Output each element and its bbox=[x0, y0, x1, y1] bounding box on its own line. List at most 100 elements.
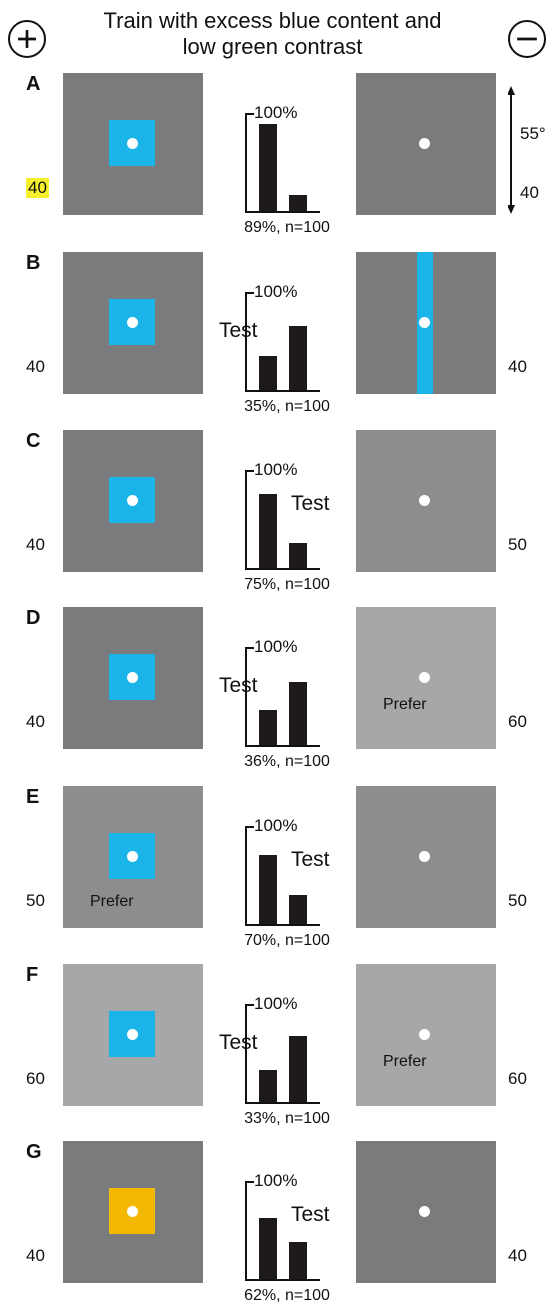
fixation-dot bbox=[127, 317, 138, 328]
figure-title: Train with excess blue content and low g… bbox=[103, 8, 442, 59]
chart-tick-label: 100% bbox=[254, 994, 298, 1013]
prefer-label-right: Prefer bbox=[383, 1053, 427, 1070]
chart-y-axis bbox=[245, 826, 247, 926]
row-label: G bbox=[26, 1141, 42, 1163]
left-stimulus-panel bbox=[63, 964, 203, 1106]
fixation-dot bbox=[419, 317, 430, 328]
right-stimulus-panel bbox=[356, 1141, 496, 1283]
bar-positive-choice bbox=[259, 1070, 277, 1102]
chart-tick-label: 100% bbox=[254, 1171, 298, 1190]
right-value-label: 40 bbox=[508, 357, 527, 376]
row-label: D bbox=[26, 607, 41, 629]
chart-tick bbox=[245, 113, 254, 115]
chart-tick-label: 100% bbox=[254, 103, 298, 122]
angle-scale-arrow-icon bbox=[508, 86, 515, 214]
chart-tick-label: 100% bbox=[254, 816, 298, 835]
chart-y-axis bbox=[245, 113, 247, 213]
test-label: Test bbox=[291, 492, 330, 515]
right-value-label: 50 bbox=[508, 535, 527, 554]
bar-negative-choice bbox=[289, 326, 307, 390]
choice-bar-chart: 100% 75%, n=100 bbox=[237, 452, 332, 593]
chart-tick bbox=[245, 1181, 254, 1183]
scale-value-label: 40 bbox=[520, 183, 539, 202]
chart-tick-label: 100% bbox=[254, 460, 298, 479]
bar-positive-choice bbox=[259, 356, 277, 390]
row-label: E bbox=[26, 786, 40, 808]
bar-positive-choice bbox=[259, 124, 277, 211]
right-stimulus-panel bbox=[356, 252, 496, 394]
fixation-dot bbox=[419, 1206, 430, 1217]
bar-negative-choice bbox=[289, 1242, 307, 1279]
row-label: C bbox=[26, 430, 41, 452]
fixation-dot bbox=[419, 851, 430, 862]
choice-bar-chart: 100% 89%, n=100 bbox=[237, 95, 332, 236]
chart-tick bbox=[245, 292, 254, 294]
choice-bar-chart: 100% 36%, n=100 bbox=[237, 629, 332, 770]
right-stimulus-panel bbox=[356, 430, 496, 572]
right-stimulus-panel bbox=[356, 786, 496, 928]
chart-baseline bbox=[245, 390, 320, 392]
choice-bar-chart: 100% 70%, n=100 bbox=[237, 808, 332, 949]
right-value-label: 40 bbox=[508, 1246, 527, 1265]
test-label: Test bbox=[219, 674, 258, 697]
plus-sign-icon: + bbox=[8, 20, 46, 58]
right-value-label: 50 bbox=[508, 891, 527, 910]
right-value-label: 60 bbox=[508, 1069, 527, 1088]
chart-tick bbox=[245, 826, 254, 828]
left-value-label: 40 bbox=[26, 1246, 45, 1265]
chart-caption: 62%, n=100 bbox=[244, 1287, 330, 1304]
fixation-dot bbox=[419, 672, 430, 683]
test-label: Test bbox=[219, 319, 258, 342]
fixation-dot bbox=[419, 1029, 430, 1040]
chart-baseline bbox=[245, 1102, 320, 1104]
left-value-label: 40 bbox=[26, 712, 45, 731]
test-label: Test bbox=[219, 1031, 258, 1054]
bar-positive-choice bbox=[259, 494, 277, 568]
chart-tick-label: 100% bbox=[254, 637, 298, 656]
minus-sign-icon: − bbox=[508, 20, 546, 58]
right-stimulus-panel bbox=[356, 73, 496, 215]
chart-y-axis bbox=[245, 1004, 247, 1104]
choice-bar-chart: 100% 62%, n=100 bbox=[237, 1163, 332, 1304]
chart-baseline bbox=[245, 1279, 320, 1281]
chart-baseline bbox=[245, 924, 320, 926]
fixation-dot bbox=[419, 495, 430, 506]
fixation-dot bbox=[127, 672, 138, 683]
bar-negative-choice bbox=[289, 1036, 307, 1102]
choice-bar-chart: 100% 33%, n=100 bbox=[237, 986, 332, 1127]
left-value-label: 40 bbox=[26, 178, 49, 198]
chart-baseline bbox=[245, 211, 320, 213]
chart-baseline bbox=[245, 568, 320, 570]
fixation-dot bbox=[127, 1206, 138, 1217]
scale-angle-label: 55° bbox=[520, 124, 546, 143]
left-stimulus-panel bbox=[63, 430, 203, 572]
chart-y-axis bbox=[245, 1181, 247, 1281]
left-value-label: 60 bbox=[26, 1069, 45, 1088]
right-stimulus-panel bbox=[356, 607, 496, 749]
bar-negative-choice bbox=[289, 543, 307, 568]
row-label: F bbox=[26, 964, 39, 986]
chart-tick bbox=[245, 470, 254, 472]
bar-positive-choice bbox=[259, 1218, 277, 1279]
chart-tick bbox=[245, 647, 254, 649]
chart-y-axis bbox=[245, 292, 247, 392]
test-label: Test bbox=[291, 848, 330, 871]
chart-caption: 33%, n=100 bbox=[244, 1110, 330, 1127]
right-stimulus-panel bbox=[356, 964, 496, 1106]
bar-negative-choice bbox=[289, 682, 307, 745]
left-value-label: 40 bbox=[26, 357, 45, 376]
chart-caption: 35%, n=100 bbox=[244, 398, 330, 415]
choice-bar-chart: 100% 35%, n=100 bbox=[237, 274, 332, 415]
chart-caption: 70%, n=100 bbox=[244, 932, 330, 949]
left-stimulus-panel bbox=[63, 786, 203, 928]
right-value-label: 60 bbox=[508, 712, 527, 731]
left-stimulus-panel bbox=[63, 73, 203, 215]
chart-caption: 36%, n=100 bbox=[244, 753, 330, 770]
row-label: B bbox=[26, 252, 41, 274]
left-stimulus-panel bbox=[63, 252, 203, 394]
bar-negative-choice bbox=[289, 895, 307, 924]
left-value-label: 40 bbox=[26, 535, 45, 554]
chart-y-axis bbox=[245, 647, 247, 747]
prefer-label-right: Prefer bbox=[383, 696, 427, 713]
bar-positive-choice bbox=[259, 855, 277, 924]
